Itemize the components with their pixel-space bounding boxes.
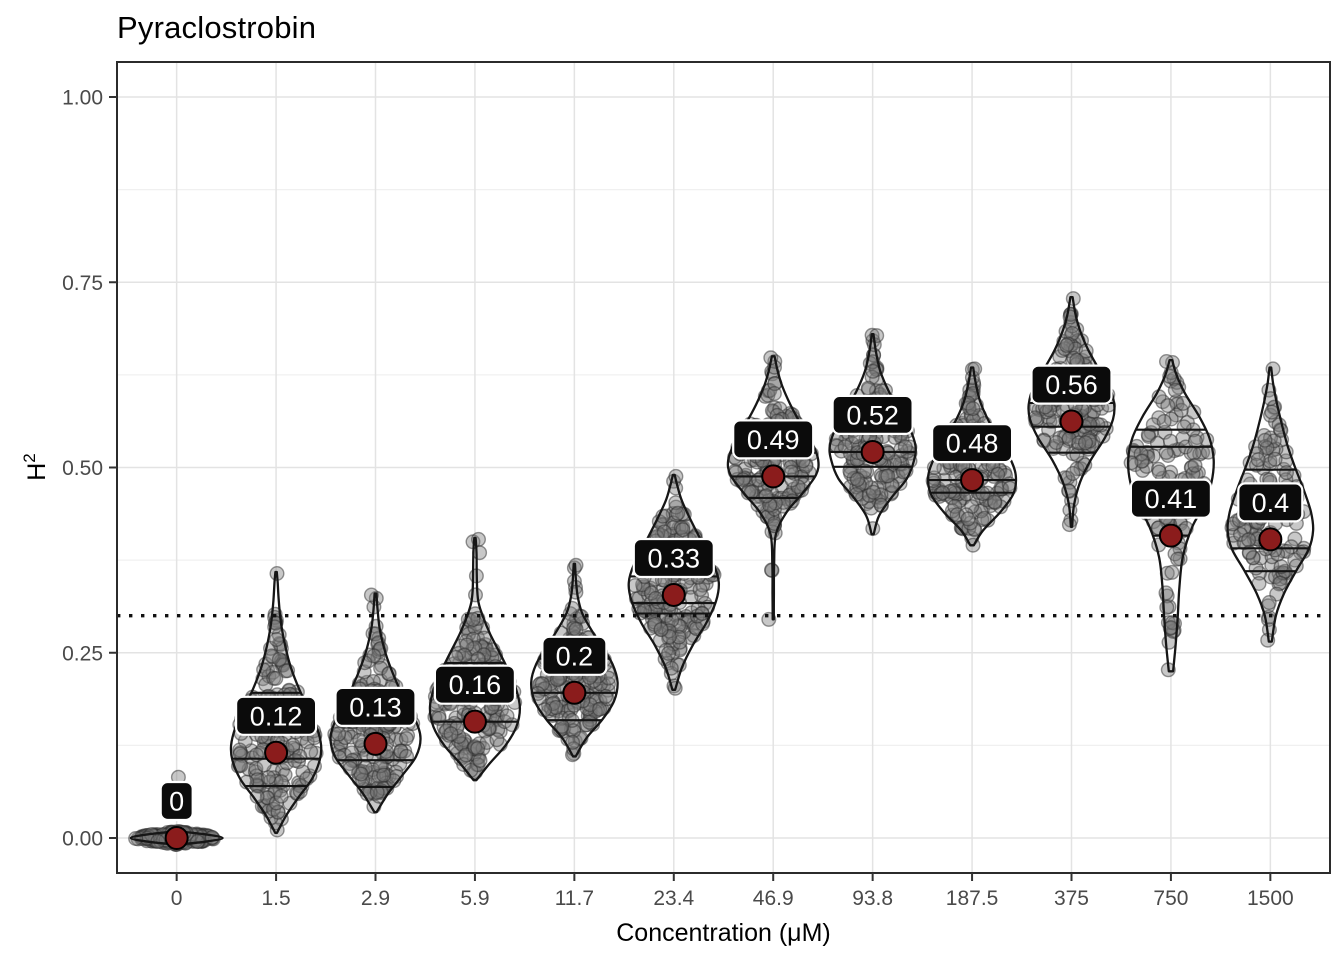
x-tick-label: 93.8 (852, 887, 893, 910)
mean-annotation-187.5: 0.48 (930, 423, 1014, 493)
y-tick-label: 0.75 (62, 272, 103, 295)
x-tick-label: 750 (1153, 887, 1188, 910)
x-tick-label: 1500 (1247, 887, 1294, 910)
mean-point (462, 709, 487, 734)
mean-label-box (159, 780, 194, 822)
x-axis-title: Concentration (μM) (616, 919, 830, 947)
mean-point (661, 582, 686, 607)
violin-group-5.9 (427, 531, 523, 782)
mean-label: 0.2 (556, 641, 594, 671)
mean-label-box (1030, 364, 1113, 405)
x-tick-label: 0 (171, 887, 183, 910)
violin-outline (1226, 366, 1315, 643)
violin-outline (1126, 358, 1215, 673)
mean-annotation-93.8: 0.52 (831, 394, 914, 464)
x-tick-label: 5.9 (460, 887, 489, 910)
mean-point (761, 464, 786, 489)
mean-annotation-750: 0.41 (1129, 478, 1213, 548)
mean-label: 0.52 (846, 400, 899, 430)
mean-label: 0.4 (1252, 488, 1290, 518)
x-tick-label: 46.9 (753, 887, 794, 910)
x-tick-label: 2.9 (361, 887, 390, 910)
violin-group-23.4 (627, 468, 722, 696)
violin-outline (1027, 295, 1116, 528)
mean-label-box (334, 686, 417, 728)
violin-outline (627, 473, 721, 691)
chart-title: Pyraclostrobin (117, 10, 317, 45)
mean-label-box (433, 664, 516, 705)
mean-annotation-2.9: 0.13 (334, 686, 417, 756)
mean-annotation-1.5: 0.12 (235, 695, 318, 765)
mean-point (1258, 527, 1283, 552)
mean-label-box (930, 423, 1014, 464)
axes: 0 1.5 2.9 5.9 11.7 23.4 46.9 93.8 187.5 375 750 150… (20, 87, 1294, 948)
mean-label: 0 (169, 787, 184, 817)
violin-outline (726, 355, 820, 621)
y-tick-label: 0.50 (62, 457, 103, 480)
y-tick-label: 0.25 (62, 642, 103, 665)
x-tick-label: 375 (1054, 887, 1089, 910)
mean-annotation-11.7: 0.2 (541, 635, 608, 705)
mean-label-box (831, 394, 914, 435)
y-axis-title: H2 (20, 453, 51, 481)
violin-outline (428, 536, 522, 782)
violin-outline (229, 570, 323, 834)
violin-group-46.9 (726, 350, 820, 627)
mean-point (1059, 409, 1084, 434)
y-tick-label: 0.00 (62, 828, 103, 851)
violin-outline (926, 366, 1018, 547)
mean-annotation-375: 0.56 (1030, 364, 1113, 434)
y-axis-title-exponent: 2 (20, 453, 39, 462)
mean-label-box (1237, 482, 1304, 523)
jitter-points (627, 468, 722, 696)
mean-label: 0.48 (946, 429, 999, 459)
y-axis-title-base: H (23, 463, 51, 481)
mean-annotation-1500: 0.4 (1237, 482, 1304, 552)
x-tick-label: 1.5 (261, 887, 290, 910)
mean-point (264, 740, 289, 765)
mean-label: 0.16 (449, 670, 502, 700)
mean-label: 0.13 (349, 692, 402, 722)
y-tick-label: 1.00 (62, 87, 103, 110)
mean-point (363, 731, 388, 756)
violin-outline (530, 562, 619, 758)
mean-point (562, 680, 587, 705)
mean-point (860, 439, 885, 464)
mean-label-box (541, 635, 608, 676)
mean-label: 0.56 (1045, 370, 1098, 400)
mean-annotation-5.9: 0.16 (433, 664, 516, 734)
mean-point (164, 826, 189, 850)
mean-point (1158, 523, 1183, 548)
violin-outline (828, 332, 917, 536)
x-tick-label: 187.5 (946, 887, 999, 910)
mean-label: 0.33 (648, 544, 701, 574)
mean-annotation-46.9: 0.49 (732, 419, 815, 489)
mean-point (960, 468, 985, 493)
x-tick-label: 23.4 (653, 887, 694, 910)
mean-label-box (1129, 478, 1213, 519)
violin-outline (329, 592, 422, 814)
mean-label-box (632, 537, 715, 579)
mean-annotation-0: 0 (159, 780, 194, 850)
mean-label-box (732, 419, 815, 460)
mean-label-box (235, 695, 318, 736)
mean-annotation-23.4: 0.33 (632, 537, 715, 607)
x-tick-label: 11.7 (555, 887, 594, 910)
mean-label: 0.12 (250, 701, 303, 731)
mean-label: 0.41 (1145, 484, 1198, 514)
mean-label: 0.49 (747, 425, 800, 455)
